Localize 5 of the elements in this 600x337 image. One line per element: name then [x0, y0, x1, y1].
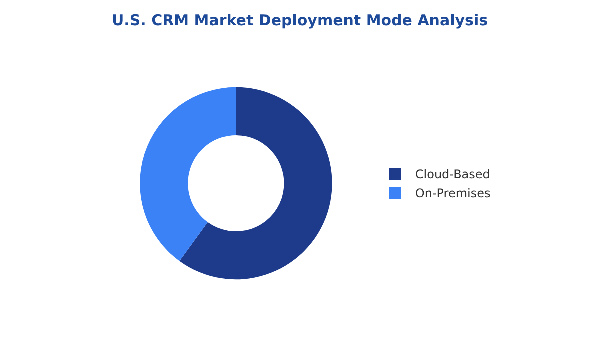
legend-label: On-Premises	[415, 186, 491, 201]
donut-slice	[180, 87, 332, 280]
legend-label: Cloud-Based	[415, 168, 490, 182]
chart-title: U.S. CRM Market Deployment Mode Analysis	[112, 12, 488, 30]
donut-slice	[140, 87, 236, 262]
